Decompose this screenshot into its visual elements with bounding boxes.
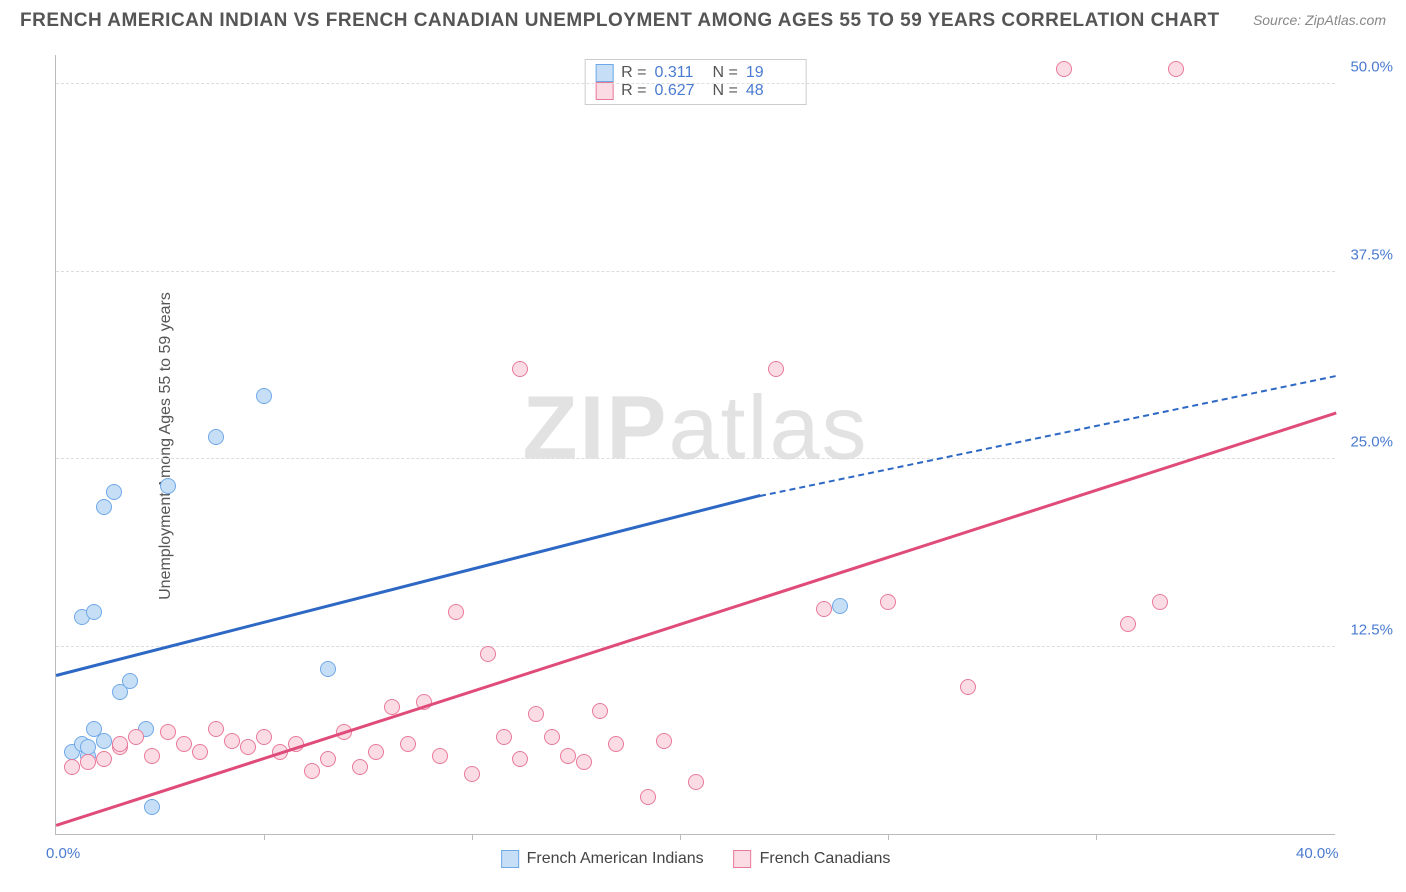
gridline: [56, 458, 1335, 459]
legend-row-series-1: R = 0.311 N = 19: [595, 64, 796, 82]
gridline: [56, 83, 1335, 84]
source-attribution: Source: ZipAtlas.com: [1253, 12, 1386, 28]
data-point: [432, 748, 448, 764]
data-point: [560, 748, 576, 764]
swatch-icon: [595, 82, 613, 100]
legend-item-series-2: French Canadians: [734, 850, 891, 868]
data-point: [608, 736, 624, 752]
correlation-legend: R = 0.311 N = 19 R = 0.627 N = 48: [584, 59, 807, 105]
data-point: [880, 594, 896, 610]
data-point: [224, 733, 240, 749]
y-tick-label: 25.0%: [1350, 434, 1393, 451]
data-point: [544, 729, 560, 745]
data-point: [448, 604, 464, 620]
data-point: [80, 754, 96, 770]
watermark: ZIPatlas: [522, 377, 868, 480]
data-point: [384, 699, 400, 715]
data-point: [144, 799, 160, 815]
legend-row-series-2: R = 0.627 N = 48: [595, 82, 796, 100]
y-tick-label: 12.5%: [1350, 621, 1393, 638]
trend-line: [56, 412, 1337, 827]
data-point: [368, 744, 384, 760]
data-point: [112, 736, 128, 752]
data-point: [128, 729, 144, 745]
data-point: [80, 739, 96, 755]
x-tick-label: 0.0%: [46, 845, 80, 862]
data-point: [816, 601, 832, 617]
data-point: [640, 789, 656, 805]
data-point: [592, 703, 608, 719]
chart-title: FRENCH AMERICAN INDIAN VS FRENCH CANADIA…: [20, 10, 1220, 32]
x-tick-minor: [680, 834, 681, 840]
data-point: [576, 754, 592, 770]
data-point: [208, 721, 224, 737]
data-point: [1152, 594, 1168, 610]
data-point: [400, 736, 416, 752]
data-point: [320, 661, 336, 677]
x-tick-minor: [472, 834, 473, 840]
data-point: [512, 361, 528, 377]
data-point: [688, 774, 704, 790]
swatch-icon: [501, 850, 519, 868]
data-point: [160, 478, 176, 494]
data-point: [86, 604, 102, 620]
data-point: [256, 388, 272, 404]
data-point: [320, 751, 336, 767]
data-point: [464, 766, 480, 782]
data-point: [256, 729, 272, 745]
data-point: [832, 598, 848, 614]
trend-line: [56, 494, 761, 676]
x-tick-minor: [1096, 834, 1097, 840]
data-point: [240, 739, 256, 755]
x-tick-minor: [888, 834, 889, 840]
data-point: [64, 759, 80, 775]
data-point: [160, 724, 176, 740]
data-point: [1168, 61, 1184, 77]
y-tick-label: 50.0%: [1350, 59, 1393, 76]
swatch-icon: [595, 64, 613, 82]
data-point: [176, 736, 192, 752]
series-legend: French American Indians French Canadians: [501, 850, 891, 868]
data-point: [96, 751, 112, 767]
data-point: [122, 673, 138, 689]
swatch-icon: [734, 850, 752, 868]
x-tick-label: 40.0%: [1296, 845, 1339, 862]
data-point: [1056, 61, 1072, 77]
gridline: [56, 271, 1335, 272]
trend-line-extrapolated: [760, 375, 1336, 497]
data-point: [1120, 616, 1136, 632]
data-point: [528, 706, 544, 722]
data-point: [208, 429, 224, 445]
data-point: [352, 759, 368, 775]
data-point: [192, 744, 208, 760]
y-tick-label: 37.5%: [1350, 246, 1393, 263]
data-point: [656, 733, 672, 749]
data-point: [304, 763, 320, 779]
x-tick-minor: [264, 834, 265, 840]
data-point: [96, 733, 112, 749]
gridline: [56, 646, 1335, 647]
data-point: [144, 748, 160, 764]
data-point: [480, 646, 496, 662]
data-point: [106, 484, 122, 500]
data-point: [496, 729, 512, 745]
data-point: [96, 499, 112, 515]
data-point: [768, 361, 784, 377]
scatter-plot: ZIPatlas R = 0.311 N = 19 R = 0.627 N = …: [55, 55, 1335, 835]
data-point: [512, 751, 528, 767]
legend-item-series-1: French American Indians: [501, 850, 704, 868]
data-point: [960, 679, 976, 695]
